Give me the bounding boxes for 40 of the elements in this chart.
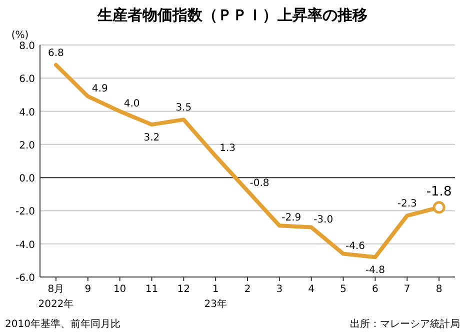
- y-tick-label: 4.0: [19, 107, 35, 118]
- x-tick-label: 10: [113, 284, 126, 295]
- data-label: -4.8: [365, 265, 385, 276]
- data-label: -2.9: [282, 212, 302, 224]
- text: 23年: [204, 298, 227, 310]
- x-tick-label: 2: [244, 284, 251, 295]
- x-tick-label: 5: [340, 284, 346, 295]
- data-label: 4.9: [92, 83, 108, 94]
- chart-title: 生産者物価指数（ＰＰＩ）上昇率の推移: [96, 6, 368, 24]
- data-label: -1.8: [426, 184, 452, 200]
- data-label: 6.8: [48, 48, 64, 59]
- x-tick-label: 11: [145, 284, 158, 295]
- x-tick-label: 8月: [48, 284, 64, 295]
- data-label: -4.6: [346, 240, 366, 252]
- x-tick-label: 6: [372, 284, 378, 295]
- text: 出所：マレーシア統計局: [350, 318, 460, 330]
- y-axis-title: (%): [11, 30, 29, 41]
- y-tick-label: 8.0: [19, 41, 35, 52]
- y-tick-label: -2.0: [15, 206, 35, 218]
- data-label: 3.2: [144, 132, 160, 144]
- x-tick-label: 7: [404, 284, 410, 295]
- x-tick-label: 4: [308, 284, 315, 295]
- x-tick-label: 12: [177, 284, 190, 295]
- data-label: -0.8: [250, 178, 270, 189]
- data-label: 3.5: [176, 102, 192, 114]
- text: 2010年基準、前年同月比: [5, 318, 120, 330]
- y-tick-label: 6.0: [19, 74, 35, 86]
- x-tick-label: 3: [276, 284, 283, 295]
- y-tick-label: 0.0: [19, 174, 35, 185]
- x-tick-label: 1: [212, 284, 219, 295]
- data-label: -3.0: [314, 214, 334, 226]
- x-tick-label: 9: [84, 284, 92, 295]
- y-tick-label: -6.0: [15, 273, 35, 284]
- y-tick-label: 2.0: [19, 140, 35, 152]
- data-label: 4.0: [124, 98, 140, 110]
- x-tick-label: 8: [436, 284, 442, 295]
- text: 2022年: [38, 298, 74, 310]
- data-label: -2.3: [397, 198, 417, 210]
- y-tick-label: -4.0: [15, 240, 35, 251]
- data-label: 1.3: [220, 143, 236, 154]
